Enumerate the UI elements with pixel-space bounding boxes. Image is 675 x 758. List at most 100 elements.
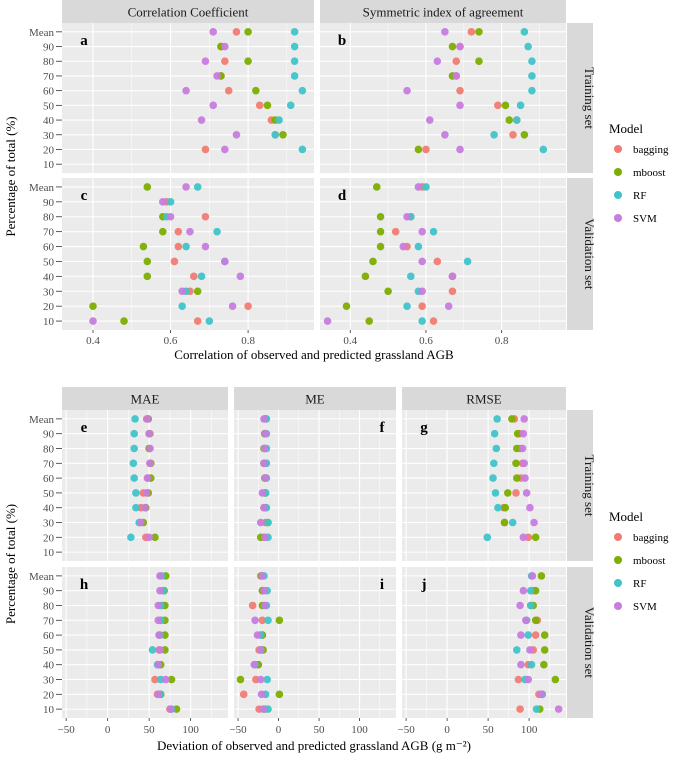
data-point-SVM [520, 459, 528, 468]
x-tick-label: 50 [483, 724, 495, 736]
data-point-SVM [403, 86, 411, 95]
legend-label-RF: RF [633, 578, 646, 590]
x-tick-label: 50 [314, 724, 326, 736]
data-point-mboost [365, 317, 374, 325]
data-point-SVM [259, 705, 267, 713]
data-point-SVM [433, 57, 442, 66]
data-point-bagging [467, 28, 476, 36]
row-strip-label: Validation set [582, 607, 597, 679]
legend-title: Model [609, 509, 643, 524]
x-axis-title: Correlation of observed and predicted gr… [174, 347, 454, 362]
y-tick-label: 20 [43, 301, 55, 313]
data-point-SVM [209, 101, 217, 110]
data-point-RF [520, 28, 529, 36]
x-tick-label: 50 [144, 724, 156, 736]
data-point-RF [286, 101, 295, 110]
data-point-SVM [156, 572, 164, 580]
data-point-SVM [228, 302, 237, 310]
data-point-bagging [170, 257, 179, 266]
data-point-SVM [521, 474, 529, 482]
legend-title: Model [609, 121, 643, 136]
data-point-RF [527, 660, 536, 669]
panel-letter-a: a [80, 33, 88, 49]
data-point-RF [166, 198, 175, 206]
panel-letter-b: b [338, 33, 346, 49]
column-strip-1 [320, 0, 566, 23]
row-strip-label: Training set [582, 67, 597, 129]
y-tick-label: 90 [43, 586, 55, 598]
data-point-mboost [501, 101, 510, 110]
data-point-SVM [156, 586, 164, 595]
data-point-RF [132, 489, 140, 497]
data-point-RF [130, 429, 139, 438]
data-point-mboost [503, 489, 512, 497]
legend-label-RF: RF [633, 190, 646, 202]
data-point-SVM [159, 198, 167, 206]
data-point-RF [130, 474, 139, 482]
data-point-bagging [151, 675, 159, 684]
data-point-SVM [143, 415, 152, 423]
data-point-mboost [361, 272, 370, 281]
data-point-SVM [146, 459, 154, 468]
data-point-SVM [530, 518, 538, 527]
legend-key-SVM [614, 214, 622, 222]
data-point-RF [429, 227, 438, 236]
legend-label-mboost: mboost [633, 555, 665, 567]
panel-letter-j: j [421, 577, 427, 593]
data-point-SVM [519, 586, 528, 595]
data-point-RF [178, 302, 186, 310]
data-point-SVM [399, 242, 408, 251]
y-tick-label: 40 [43, 115, 55, 127]
data-point-SVM [258, 572, 267, 580]
data-point-SVM [418, 227, 426, 236]
data-point-RF [524, 631, 533, 639]
data-point-SVM [526, 503, 534, 512]
data-point-SVM [197, 116, 206, 124]
data-point-mboost [159, 227, 167, 236]
data-point-RF [130, 444, 139, 453]
data-point-SVM [519, 533, 528, 542]
column-strip-2 [402, 387, 566, 410]
data-point-mboost [143, 183, 152, 191]
x-tick-label: 100 [351, 724, 368, 736]
row-strip-label: Training set [582, 455, 597, 517]
data-point-SVM [256, 675, 265, 684]
legend-key-bagging [614, 533, 622, 541]
data-point-SVM [517, 631, 525, 639]
panel-letter-c: c [81, 188, 88, 204]
panel-letter-i: i [380, 577, 384, 593]
legend-bottom: Model bagging mboost RF SVM [609, 509, 669, 613]
panel-background [62, 567, 228, 718]
data-point-SVM [182, 183, 190, 191]
y-tick-label: 10 [43, 159, 55, 171]
data-point-RF [290, 28, 299, 36]
data-point-mboost [263, 101, 272, 110]
data-point-SVM [516, 601, 524, 610]
y-tick-label: 20 [43, 689, 55, 701]
data-point-RF [129, 459, 138, 468]
data-point-SVM [143, 474, 152, 482]
data-point-RF [127, 533, 135, 542]
data-point-mboost [376, 227, 385, 236]
data-point-bagging [193, 317, 202, 325]
data-point-RF [290, 42, 299, 51]
data-point-SVM [145, 429, 153, 438]
y-tick-label: Mean [29, 571, 55, 583]
data-point-bagging [244, 302, 252, 310]
legend-key-RF [614, 191, 622, 199]
y-tick-label: Mean [29, 182, 55, 194]
row-strip-0 [567, 410, 593, 561]
data-point-bagging [174, 242, 183, 251]
y-tick-label: 50 [43, 645, 55, 657]
data-point-mboost [540, 660, 548, 669]
data-point-RF [490, 429, 499, 438]
data-point-SVM [260, 503, 268, 512]
panel-letter-h: h [80, 577, 89, 593]
data-point-RF [508, 518, 517, 527]
column-strip-label: Symmetric index of agreement [363, 5, 524, 20]
legend-key-bagging [614, 145, 622, 153]
data-point-mboost [151, 533, 159, 542]
data-point-RF [290, 57, 299, 66]
data-point-SVM [209, 28, 217, 36]
